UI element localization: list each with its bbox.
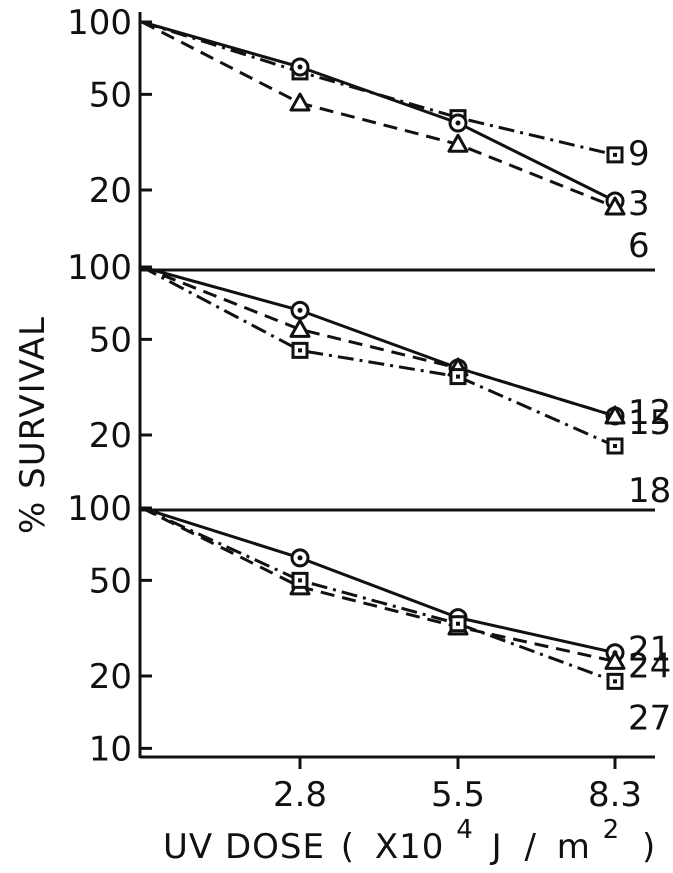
- circle-marker-dot: [297, 555, 303, 561]
- series-3: 3: [141, 20, 650, 224]
- series-end-label: 24: [628, 646, 671, 686]
- circle-marker-dot: [297, 64, 303, 70]
- y-tick-label: 100: [67, 489, 132, 529]
- x-axis-label-main: UV DOSE: [163, 827, 325, 867]
- square-marker-dot: [613, 679, 617, 684]
- series-line: [141, 506, 616, 663]
- series-end-label: 3: [628, 184, 650, 224]
- triangle-marker: [604, 405, 626, 425]
- series-15: 15: [141, 265, 671, 443]
- y-axis-label: % SURVIVAL: [13, 316, 53, 534]
- series-line: [141, 506, 616, 683]
- x-axis-label-exponent: 4: [456, 815, 474, 845]
- square-marker-dot: [613, 443, 617, 448]
- square-marker-dot: [613, 152, 617, 157]
- series-18: 18: [141, 265, 671, 511]
- circle-marker-dot: [455, 120, 461, 126]
- triangle-marker: [289, 318, 311, 338]
- triangle-marker: [447, 133, 469, 153]
- y-tick-label: 50: [89, 75, 132, 115]
- series-end-label: 21: [628, 630, 671, 670]
- series-end-label: 18: [628, 471, 671, 511]
- series-end-label: 15: [628, 403, 671, 443]
- square-marker-dot: [298, 578, 302, 583]
- x-axis-ticks: 2.8 5.5 8.3: [273, 757, 642, 815]
- series-end-label: 12: [628, 393, 671, 433]
- series-6: 6: [141, 20, 650, 266]
- x-axis-label-slash: /: [524, 827, 536, 867]
- y-tick-label: 20: [89, 171, 132, 211]
- y-axis-ticks: 100 50 20 100 50 20 100 50 20 10: [67, 3, 152, 769]
- y-tick-label: 100: [67, 248, 132, 288]
- series-line: [141, 20, 616, 157]
- circle-marker-dot: [297, 307, 303, 313]
- triangle-marker: [604, 650, 626, 670]
- triangle-marker: [604, 196, 626, 216]
- series-line: [141, 265, 616, 418]
- y-tick-label: 20: [89, 657, 132, 697]
- x-axis-label: UV DOSE ( X10 4 J / m 2 ): [163, 807, 656, 867]
- series-line: [141, 20, 616, 203]
- x-axis-label-unit2: m: [557, 827, 591, 867]
- x-axis-label-times: X10: [375, 827, 445, 867]
- series-end-label: 27: [628, 698, 671, 738]
- square-marker-dot: [456, 374, 460, 379]
- x-axis-label-close-paren: ): [642, 827, 656, 867]
- triangle-marker: [289, 92, 311, 112]
- y-tick-label: 50: [89, 320, 132, 360]
- y-tick-label: 10: [89, 729, 132, 769]
- x-axis-label-unit: J: [490, 827, 503, 867]
- series-line: [141, 506, 616, 655]
- panel-1: 9 36: [141, 20, 650, 266]
- square-marker-dot: [456, 621, 460, 626]
- x-axis-label-open-paren: (: [341, 827, 355, 867]
- y-axis-label-text: % SURVIVAL: [13, 316, 53, 534]
- y-tick-label: 50: [89, 561, 132, 601]
- square-marker-dot: [298, 348, 302, 353]
- series-27: 27: [141, 506, 671, 738]
- y-tick-label: 100: [67, 3, 132, 43]
- series-line: [141, 265, 616, 448]
- y-tick-label: 20: [89, 416, 132, 456]
- series-line: [141, 265, 616, 418]
- x-tick-label: 5.5: [431, 775, 485, 815]
- series-end-label: 6: [628, 226, 650, 266]
- series-line: [141, 20, 616, 209]
- x-tick-label: 8.3: [588, 775, 642, 815]
- series-end-label: 9: [628, 134, 650, 174]
- x-axis-label-unit2-exponent: 2: [603, 815, 621, 845]
- x-tick-label: 2.8: [273, 775, 327, 815]
- series-21: 21: [141, 506, 671, 670]
